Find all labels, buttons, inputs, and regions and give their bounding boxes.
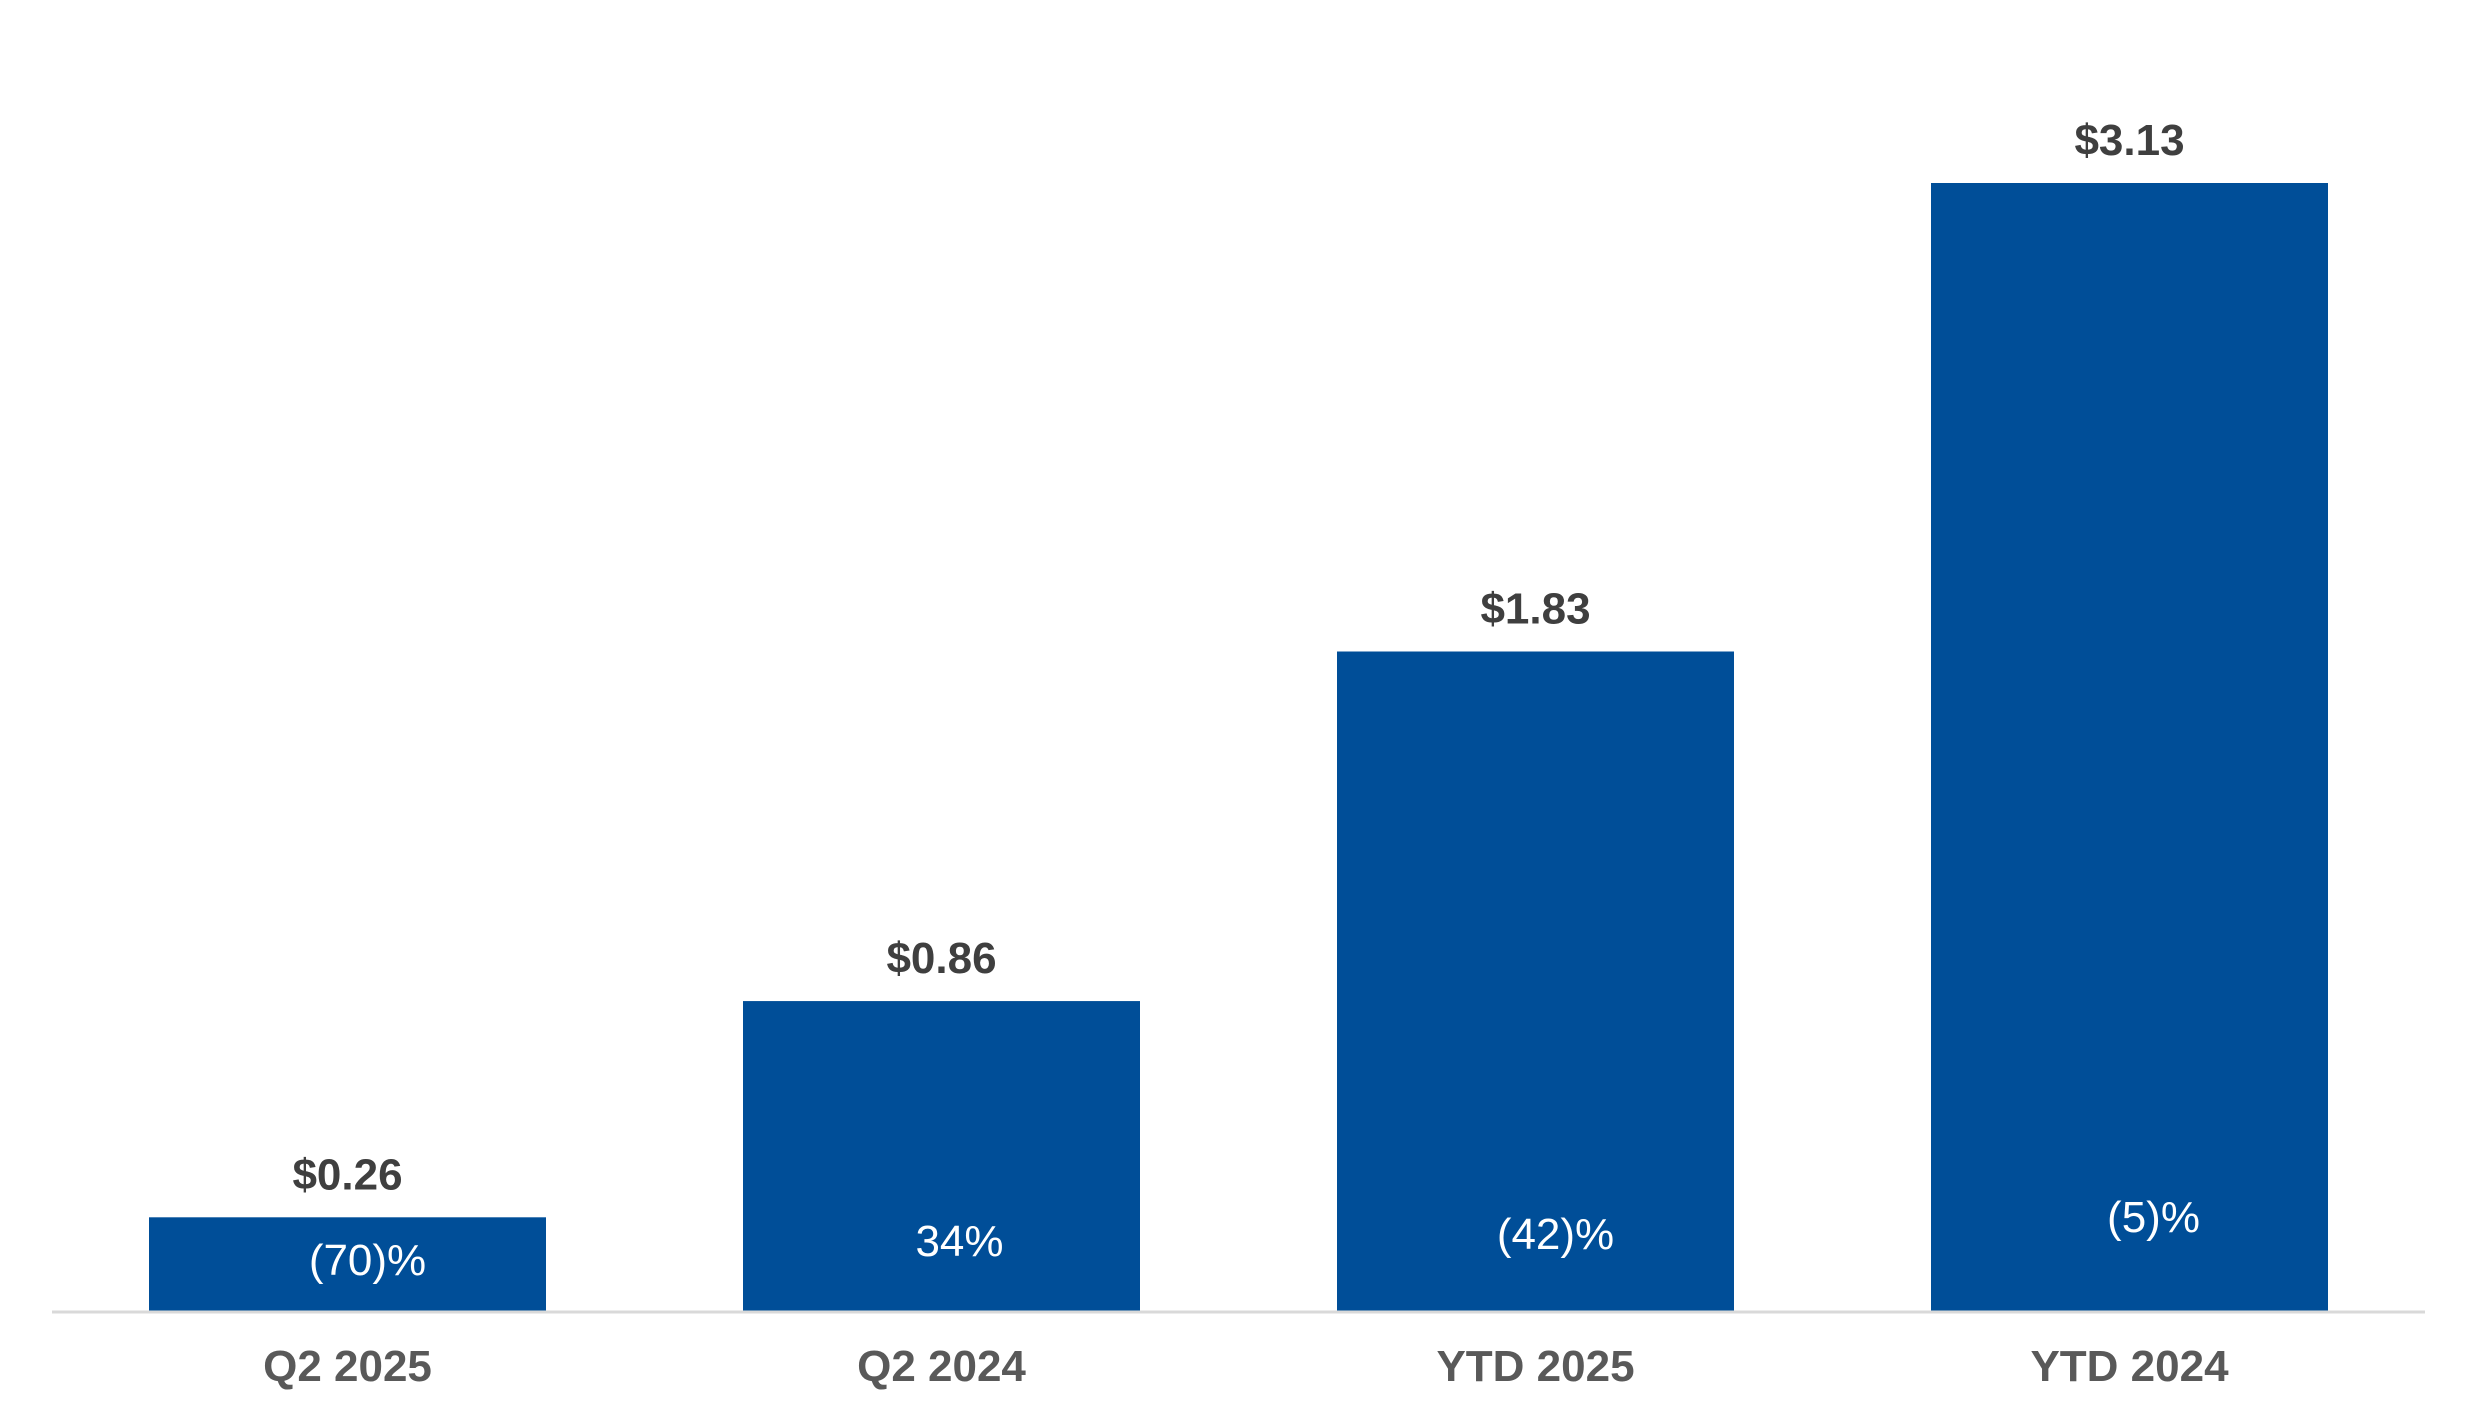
value-label: $0.86 — [886, 934, 996, 983]
bar-q2-2025 — [149, 1217, 546, 1311]
value-label: $3.13 — [2074, 116, 2184, 165]
bars-group — [149, 183, 2328, 1311]
labels-group: $0.26 (70)% Q2 2025 $0.86 34% Q2 2024 $1.83 (42… — [263, 116, 2229, 1391]
change-label: 34% — [915, 1217, 1003, 1266]
category-label: Q2 2025 — [263, 1342, 432, 1391]
category-label: Q2 2024 — [857, 1342, 1026, 1391]
bar-ytd-2025 — [1337, 651, 1734, 1311]
change-label: (42)% — [1497, 1210, 1614, 1259]
change-label: (70)% — [309, 1236, 426, 1285]
category-label: YTD 2025 — [1436, 1342, 1634, 1391]
bar-ytd-2024 — [1931, 183, 2328, 1311]
bar-q2-2024 — [743, 1001, 1140, 1311]
change-label: (5)% — [2107, 1193, 2200, 1242]
category-label: YTD 2024 — [2030, 1342, 2229, 1391]
value-label: $0.26 — [292, 1150, 402, 1199]
value-label: $1.83 — [1480, 584, 1590, 633]
